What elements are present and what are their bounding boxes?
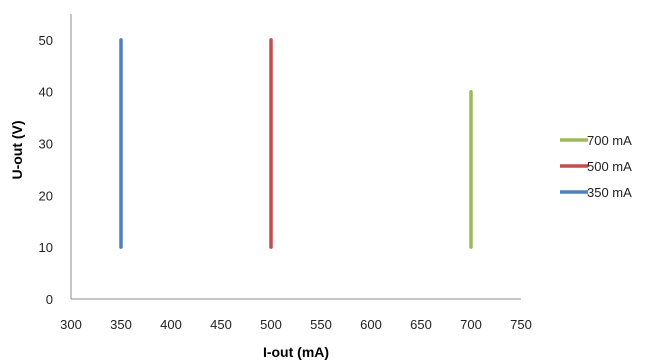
x-tick-label: 350 — [110, 317, 132, 332]
x-tick-label: 700 — [460, 317, 482, 332]
x-tick-label: 750 — [510, 317, 532, 332]
y-tick-label: 50 — [39, 33, 53, 48]
legend-label: 500 mA — [587, 159, 632, 174]
y-tick-labels: 0 10 20 30 40 50 — [39, 33, 53, 307]
x-tick-label: 550 — [310, 317, 332, 332]
x-tick-labels: 300 350 400 450 500 550 600 650 700 750 — [60, 317, 532, 332]
y-tick-label: 0 — [46, 292, 53, 307]
x-tick-label: 500 — [260, 317, 282, 332]
axes — [70, 14, 521, 300]
y-tick-label: 20 — [39, 188, 53, 203]
legend: 700 mA 500 mA 350 mA — [560, 133, 632, 200]
x-axis-title: I-out (mA) — [263, 344, 329, 360]
y-axis-title: U-out (V) — [9, 120, 25, 179]
x-tick-label: 650 — [410, 317, 432, 332]
y-tick-label: 30 — [39, 137, 53, 152]
series-lines — [119, 38, 473, 249]
x-tick-label: 400 — [160, 317, 182, 332]
x-tick-label: 600 — [360, 317, 382, 332]
y-tick-label: 10 — [39, 240, 53, 255]
x-tick-label: 300 — [60, 317, 82, 332]
legend-label: 700 mA — [587, 133, 632, 148]
x-tick-label: 450 — [210, 317, 232, 332]
legend-label: 350 mA — [587, 185, 632, 200]
y-tick-label: 40 — [39, 85, 53, 100]
